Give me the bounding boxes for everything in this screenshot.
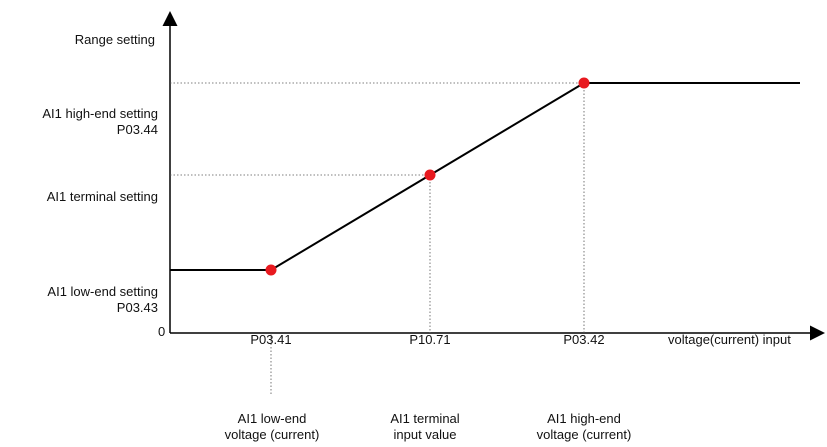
y-label-high-line2: P03.44 [117,122,158,137]
x-caption-low-line2: voltage (current) [225,427,320,442]
x-caption-terminal-line1: AI1 terminal [390,411,459,426]
x-caption-high-line2: voltage (current) [537,427,632,442]
y-label-low-line1: AI1 low-end setting [47,284,158,299]
x-caption-terminal-line2: input value [394,427,457,442]
x-label-p1071: P10.71 [409,332,450,347]
high-end-point [578,77,590,89]
low-end-point [265,264,277,276]
x-label-p0341: P03.41 [250,332,291,347]
origin-label: 0 [158,324,165,339]
y-label-terminal: AI1 terminal setting [47,189,158,204]
y-label-low-line2: P03.43 [117,300,158,315]
x-axis-title: voltage(current) input [668,332,791,347]
x-caption-low-line1: AI1 low-end [238,411,307,426]
terminal-point [424,169,436,181]
x-caption-high-line1: AI1 high-end [547,411,621,426]
x-label-p0342: P03.42 [563,332,604,347]
setting-curve [170,82,800,271]
y-label-high-line1: AI1 high-end setting [42,106,158,121]
guide-lines [170,82,585,395]
y-axis-title: Range setting [75,32,155,47]
